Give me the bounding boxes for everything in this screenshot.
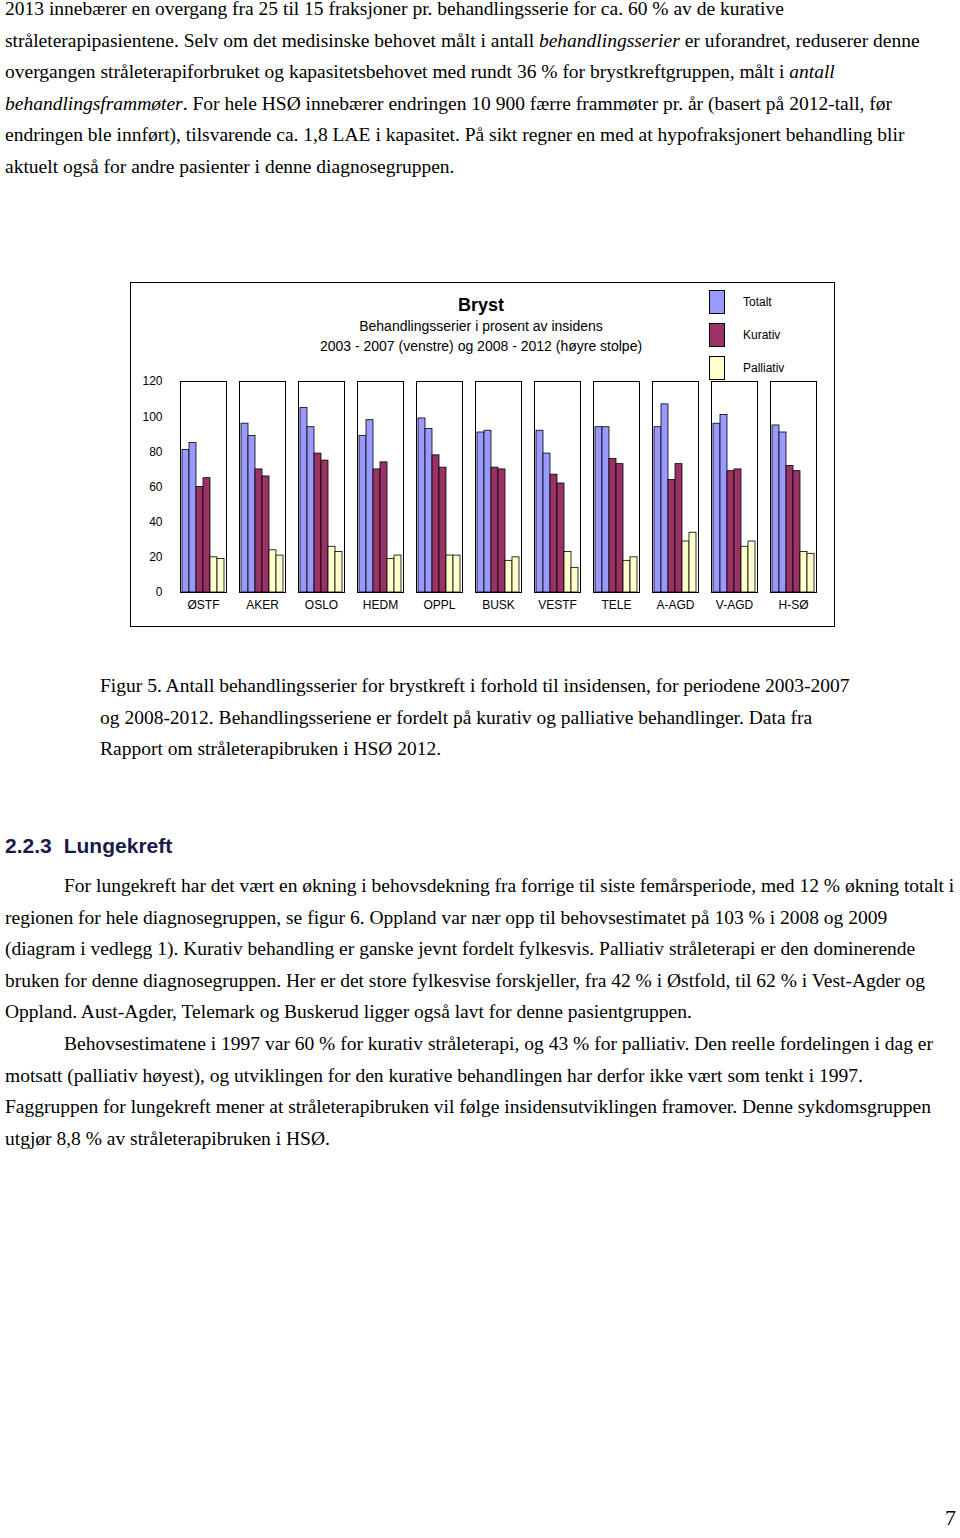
svg-text:V-AGD: V-AGD [716, 598, 754, 612]
svg-text:AKER: AKER [246, 598, 279, 612]
html-text:Totalt: Totalt [743, 294, 772, 309]
svg-text:OSLO: OSLO [305, 598, 338, 612]
svg-text:A-AGD: A-AGD [656, 598, 694, 612]
svg-text:HEDM: HEDM [363, 598, 398, 612]
html-text:For lungekreft har det vært en: For lungekreft har det vært en økning i … [5, 875, 955, 1023]
svg-text:0: 0 [156, 585, 163, 599]
html-text:Kurativ: Kurativ [743, 327, 781, 342]
svg-text:H-SØ: H-SØ [779, 598, 809, 612]
svg-text:VESTF: VESTF [538, 598, 577, 612]
html-text:2003 - 2007 (venstre) og 2008: 2003 - 2007 (venstre) og 2008 - 2012 (hø… [319, 338, 643, 354]
svg-text:40: 40 [149, 515, 163, 529]
svg-text:BUSK: BUSK [482, 598, 515, 612]
svg-text:60: 60 [149, 480, 163, 494]
html-text:Figur 5. Antall behandlingsser: Figur 5. Antall behandlingsserier for br… [100, 675, 850, 760]
html-text:2.2.3: 2.2.3 [5, 834, 52, 857]
svg-text:80: 80 [149, 445, 163, 459]
html-text:Lungekreft: Lungekreft [63, 834, 173, 857]
svg-text:TELE: TELE [601, 598, 631, 612]
html-text:Behovsestimatene i 1997 var 60: Behovsestimatene i 1997 var 60 % for kur… [5, 1033, 933, 1149]
svg-text:ØSTF: ØSTF [188, 598, 220, 612]
html-text:Behandlingsserier i prosent av: Behandlingsserier i prosent av insidens [359, 318, 603, 334]
html-text:7: 7 [945, 1505, 956, 1530]
svg-text:100: 100 [142, 410, 162, 424]
html-text:Palliativ: Palliativ [743, 360, 785, 375]
html-text:Bryst: Bryst [458, 295, 504, 315]
svg-text:20: 20 [149, 550, 163, 564]
svg-text:OPPL: OPPL [423, 598, 455, 612]
html-text:behandlingsserier er uforandre: behandlingsserier er uforandret, reduser… [5, 29, 920, 177]
svg-text:120: 120 [142, 374, 162, 388]
